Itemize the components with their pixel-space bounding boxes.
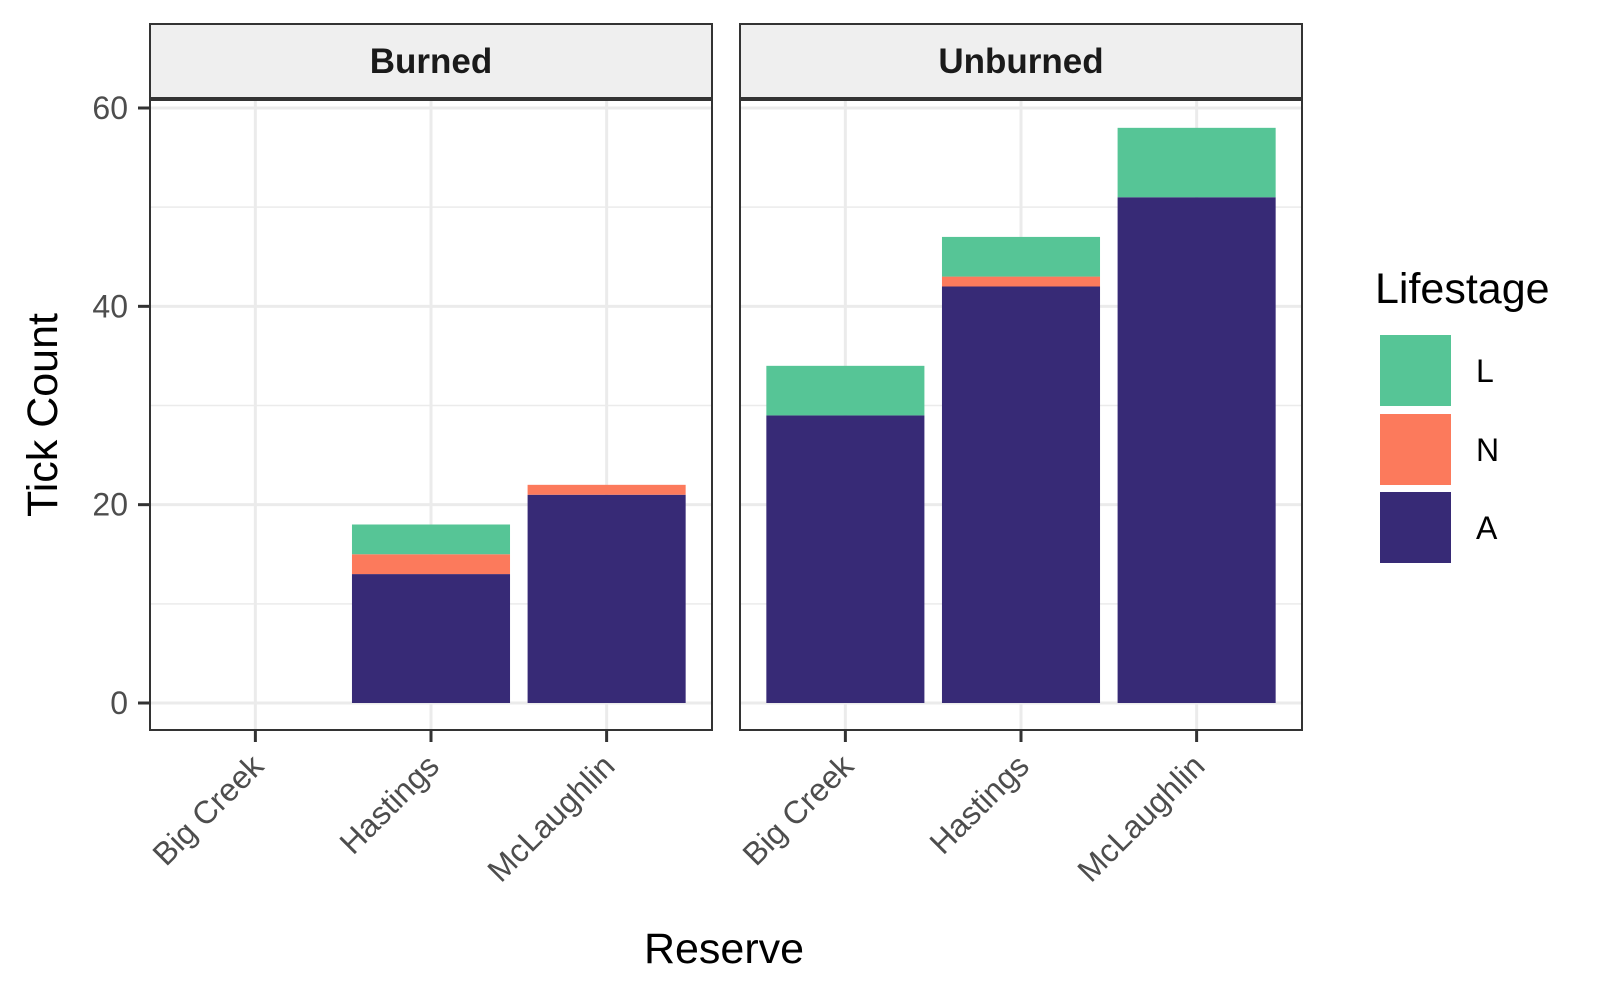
legend: Lifestage L N A (1375, 265, 1550, 563)
x-tick-label: Big Creek (146, 747, 272, 873)
bar-segment-n (527, 484, 686, 495)
legend-label: A (1476, 510, 1498, 546)
x-tick-label: Big Creek (736, 747, 862, 873)
facet-panel-burned: Burned Big Creek Hastings McLaughlin (146, 23, 713, 889)
bar-segment-n (941, 276, 1101, 287)
legend-swatch (1380, 335, 1451, 406)
facet-panel-unburned: Unburned Big Creek Hastings McLaughlin (736, 23, 1303, 889)
legend-label: L (1476, 353, 1494, 389)
facet-strip-label: Unburned (938, 42, 1103, 81)
legend-keys: L N A (1380, 335, 1499, 563)
y-axis-title: Tick Count (19, 313, 67, 517)
legend-title: Lifestage (1375, 265, 1550, 313)
bar-segment-l (1117, 127, 1276, 198)
x-tick-label: Hastings (332, 747, 445, 860)
legend-swatch (1380, 414, 1451, 485)
legend-swatch (1380, 492, 1451, 563)
legend-key-l: L (1380, 335, 1494, 406)
y-tick-label: 20 (92, 487, 128, 523)
bar-segment-n (351, 554, 511, 575)
x-tick-label: McLaughlin (1070, 747, 1211, 888)
bar-segment-l (941, 236, 1101, 277)
facet-strip (149, 23, 713, 99)
bar-segment-a (766, 415, 925, 703)
bar-segment-l (766, 365, 925, 416)
bar-segment-a (1117, 197, 1276, 703)
facet-strip-label: Burned (370, 42, 493, 81)
bar-segment-a (351, 574, 511, 703)
x-tick-label: Hastings (922, 747, 1035, 860)
y-tick-label: 40 (92, 288, 128, 324)
legend-key-n: N (1380, 414, 1499, 485)
y-tick-label: 0 (110, 685, 128, 721)
y-tick-label: 60 (92, 90, 128, 126)
legend-label: N (1476, 432, 1499, 468)
x-tick-label: McLaughlin (480, 747, 621, 888)
bar-segment-l (351, 524, 511, 555)
x-axis-title: Reserve (644, 925, 804, 973)
y-axis: 0 20 40 60 (92, 90, 150, 721)
bar-segment-a (941, 286, 1101, 703)
facet-strip (739, 23, 1303, 99)
legend-key-a: A (1380, 492, 1498, 563)
bar-segment-a (527, 494, 686, 703)
